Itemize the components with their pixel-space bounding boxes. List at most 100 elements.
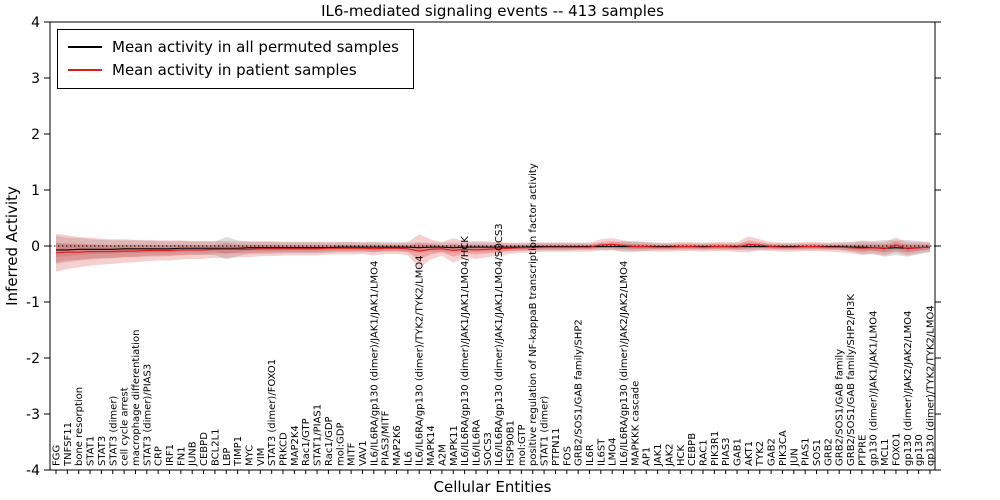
legend-item-patient: Mean activity in patient samples	[68, 61, 399, 79]
x-tick-label: STAT3 (dimer)	[108, 396, 119, 466]
x-tick-label: SOCS3	[483, 432, 494, 466]
x-tick-label: SOS1	[812, 439, 823, 466]
x-tick-label: MAPKKK cascade	[630, 381, 641, 466]
x-tick-label: FOS	[562, 446, 573, 466]
x-tick-label: FN1	[176, 446, 187, 466]
x-tick-label: gp130 (dimer)/JAK2/JAK2/LMO4	[903, 310, 914, 466]
x-tick-label: PIK3R1	[710, 431, 721, 466]
x-tick-label: IL6/IL6RA/gp130 (dimer)/JAK2/JAK2/LMO4	[619, 261, 630, 466]
x-tick-label: JAK1	[653, 443, 664, 467]
x-tick-label: TYK2	[755, 441, 766, 467]
x-tick-label: bone resorption	[74, 387, 85, 466]
x-tick-label: STAT1/PIAS1	[313, 404, 324, 466]
x-tick-label: MYC	[244, 445, 255, 466]
x-tick-label: MITF	[347, 442, 358, 466]
y-tick-label: 2	[31, 127, 40, 143]
x-tick-label: Rac1/GTP	[301, 418, 312, 466]
x-tick-label: STAT1 (dimer)	[540, 396, 551, 466]
x-tick-label: STAT3	[97, 436, 108, 466]
x-tick-label: gp130 (dimer)/TYK2/TYK2/LMO4	[926, 305, 937, 466]
x-tick-label: IRF1	[165, 444, 176, 466]
x-tick-label: mol:GDP	[335, 423, 346, 467]
legend-label-patient: Mean activity in patient samples	[112, 61, 357, 79]
x-tick-label: AP1	[642, 447, 653, 466]
x-tick-label: IL6/IL6RA/gp130 (dimer)/TYK2/TYK2/LMO4	[415, 255, 426, 466]
y-tick-label: 1	[31, 183, 40, 199]
x-tick-label: PRKCD	[279, 432, 290, 466]
x-tick-label: PTPN11	[551, 428, 562, 466]
x-tick-label: LBP	[222, 448, 233, 466]
y-tick-label: -4	[26, 463, 40, 479]
permuted-line-swatch	[68, 46, 102, 48]
x-tick-label: TIMP1	[233, 436, 244, 467]
y-tick-label: -1	[26, 295, 40, 311]
x-tick-label: RAC1	[698, 439, 709, 466]
x-tick-label: HCK	[676, 444, 687, 466]
x-tick-label: CRP	[154, 446, 165, 466]
x-tick-label: GAB2	[767, 438, 778, 466]
x-tick-label: FGG	[52, 445, 63, 466]
x-tick-label: MCL1	[880, 438, 891, 466]
x-axis-label: Cellular Entities	[433, 478, 552, 496]
x-tick-label: MAPK11	[449, 425, 460, 466]
x-tick-label: IL6/IL6RA/gp130 (dimer)/JAK1/JAK1/LMO4	[369, 261, 380, 466]
y-tick-label: 4	[31, 15, 40, 31]
x-tick-label: PIAS3/MITF	[381, 410, 392, 466]
y-tick-label: 0	[31, 239, 40, 255]
x-tick-label: IL6/IL6RA/gp130 (dimer)/JAK1/JAK1/LMO4/S…	[494, 223, 505, 466]
y-tick-label: -3	[26, 407, 40, 423]
legend-label-permuted: Mean activity in all permuted samples	[112, 38, 399, 56]
x-tick-label: A2M	[437, 444, 448, 466]
legend-item-permuted: Mean activity in all permuted samples	[68, 38, 399, 56]
x-tick-label: Rac1/GDP	[324, 416, 335, 466]
x-tick-label: JUN	[789, 448, 800, 467]
y-tick-label: -2	[26, 351, 40, 367]
x-tick-label: CEBPB	[687, 433, 698, 466]
x-tick-label: BCL2L1	[210, 428, 221, 466]
confidence-band-0	[56, 235, 930, 264]
x-tick-label: GRB2/SOS1/GAB family/SHP2/PI3K	[846, 294, 857, 466]
x-tick-label: MAP2K6	[392, 425, 403, 466]
x-tick-label: GRB2	[823, 438, 834, 466]
chart-title: IL6-mediated signaling events -- 413 sam…	[321, 2, 664, 20]
x-tick-label: PTPRE	[857, 435, 868, 466]
x-tick-label: cell cycle arrest	[120, 387, 131, 466]
x-tick-label: GAB1	[733, 438, 744, 466]
x-tick-label: LMO4	[608, 438, 619, 466]
x-tick-label: STAT1	[86, 436, 97, 466]
x-tick-label: IL6ST	[596, 438, 607, 466]
x-tick-label: IL6R	[585, 444, 596, 466]
x-tick-label: mol:GTP	[517, 424, 528, 466]
x-tick-label: PIK3CA	[778, 430, 789, 466]
x-tick-label: MAPK14	[426, 425, 437, 466]
mean-line-1	[55, 243, 931, 254]
x-tick-label: JUNB	[188, 441, 199, 467]
x-tick-label: CEBPD	[199, 432, 210, 466]
y-tick-label: 3	[31, 71, 40, 87]
x-tick-label: IL6	[403, 451, 414, 466]
x-tick-label: TNFSF11	[63, 422, 74, 467]
x-tick-label: VIM	[256, 448, 267, 466]
x-tick-label: STAT3 (dimer)/FOXO1	[267, 359, 278, 466]
mean-line-0	[56, 246, 931, 251]
x-tick-label: JAK2	[664, 443, 675, 467]
x-tick-label: AKT1	[744, 441, 755, 466]
x-tick-label: VAV1	[358, 440, 369, 466]
x-tick-label: IL6/IL6RA	[471, 419, 482, 466]
x-tick-label: HSP90B1	[506, 420, 517, 466]
y-axis-label: Inferred Activity	[3, 186, 21, 306]
x-tick-label: GRB2/SOS1/GAB family/SHP2	[574, 319, 585, 466]
x-tick-label: gp130	[914, 434, 925, 466]
patient-line-swatch	[68, 69, 102, 71]
x-tick-label: macrophage differentiation	[131, 330, 142, 466]
x-tick-label: gp130 (dimer)/JAK1/JAK1/LMO4	[869, 310, 880, 466]
x-tick-label: GRB2/SOS1/GAB family	[835, 349, 846, 466]
x-tick-label: positive regulation of NF-kappaB transcr…	[528, 163, 539, 466]
x-tick-label: FOXO1	[891, 433, 902, 466]
x-tick-label: STAT3 (dimer)/PIAS3	[142, 364, 153, 466]
confidence-band-1	[56, 233, 930, 272]
x-tick-label: PIAS1	[801, 437, 812, 466]
legend: Mean activity in all permuted samples Me…	[57, 29, 414, 89]
